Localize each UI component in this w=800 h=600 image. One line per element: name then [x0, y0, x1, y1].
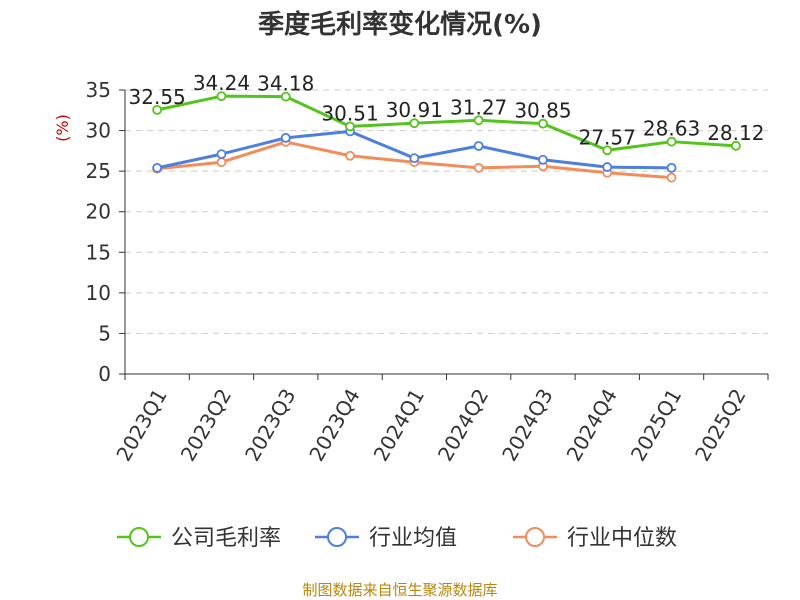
x-tick-label: 2024Q3: [497, 385, 557, 466]
data-label: 34.18: [257, 72, 314, 96]
y-tick-label: 10: [86, 281, 111, 305]
chart-title: 季度毛利率变化情况(%): [258, 9, 542, 40]
data-point[interactable]: [152, 162, 163, 173]
data-point[interactable]: [473, 115, 484, 126]
x-tick-label: 2023Q4: [304, 385, 364, 466]
y-tick-label: 35: [86, 78, 111, 102]
data-point[interactable]: [602, 145, 613, 156]
y-tick-label: 20: [86, 200, 111, 224]
y-tick-label: 25: [86, 159, 111, 183]
y-tick-label: 15: [86, 240, 111, 264]
data-label: 28.12: [707, 121, 764, 145]
data-point[interactable]: [538, 118, 548, 129]
legend-label: 行业均值: [369, 526, 457, 551]
y-tick-label: 5: [98, 321, 111, 345]
data-point[interactable]: [538, 154, 548, 165]
data-point[interactable]: [666, 172, 677, 183]
x-tick-label: 2024Q1: [369, 385, 429, 466]
x-tick-label: 2023Q3: [240, 385, 300, 466]
data-point[interactable]: [216, 91, 227, 102]
data-label: 27.57: [579, 125, 636, 149]
data-point[interactable]: [602, 162, 613, 172]
x-tick-label: 2024Q4: [562, 385, 622, 466]
data-point[interactable]: [666, 162, 677, 173]
legend-marker: [129, 527, 149, 547]
data-point[interactable]: [216, 157, 227, 168]
source-note: 制图数据来自恒生聚源数据库: [302, 581, 497, 599]
y-axis-label: (%): [53, 114, 72, 142]
data-point[interactable]: [473, 141, 484, 151]
x-tick-label: 2025Q1: [626, 385, 686, 466]
data-point[interactable]: [280, 91, 291, 102]
data-point[interactable]: [345, 121, 355, 132]
x-tick-label: 2025Q2: [690, 385, 750, 466]
legend-item[interactable]: 行业中位数: [513, 526, 677, 551]
y-tick-label: 0: [98, 362, 111, 386]
legend-item[interactable]: 行业均值: [315, 526, 457, 551]
data-point[interactable]: [473, 162, 484, 173]
data-label: 28.63: [643, 117, 700, 141]
data-point[interactable]: [216, 149, 227, 160]
data-label-layer: 32.55 34.24 34.18 30.51 30.91 31.27 30.85 27.57…: [129, 71, 765, 149]
data-label: 34.24: [193, 71, 250, 95]
legend-marker: [525, 527, 545, 547]
legend-marker: [327, 527, 347, 547]
data-point[interactable]: [409, 153, 420, 164]
grid-layer: [125, 89, 768, 334]
data-point[interactable]: [730, 140, 741, 151]
x-tick-label: 2023Q2: [176, 385, 236, 466]
legend-label: 行业中位数: [567, 526, 677, 551]
legend-item[interactable]: 公司毛利率: [117, 526, 281, 551]
y-tick-label: 30: [86, 119, 111, 143]
data-point[interactable]: [345, 150, 355, 161]
data-point[interactable]: [666, 136, 677, 147]
data-label: 30.51: [321, 101, 378, 125]
series-layer: [152, 91, 741, 183]
data-point[interactable]: [409, 118, 420, 129]
data-label: 30.91: [386, 98, 443, 122]
data-label: 32.55: [129, 85, 186, 109]
x-tick-label: 2023Q1: [111, 385, 171, 466]
data-label: 30.85: [514, 99, 571, 123]
data-point[interactable]: [152, 104, 163, 115]
data-point[interactable]: [280, 132, 291, 143]
series-line: [156, 94, 736, 152]
x-tick-label: 2024Q2: [433, 385, 493, 466]
legend: 公司毛利率 行业均值 行业中位数: [117, 526, 677, 551]
data-label: 31.27: [450, 95, 507, 119]
legend-label: 公司毛利率: [171, 526, 281, 551]
